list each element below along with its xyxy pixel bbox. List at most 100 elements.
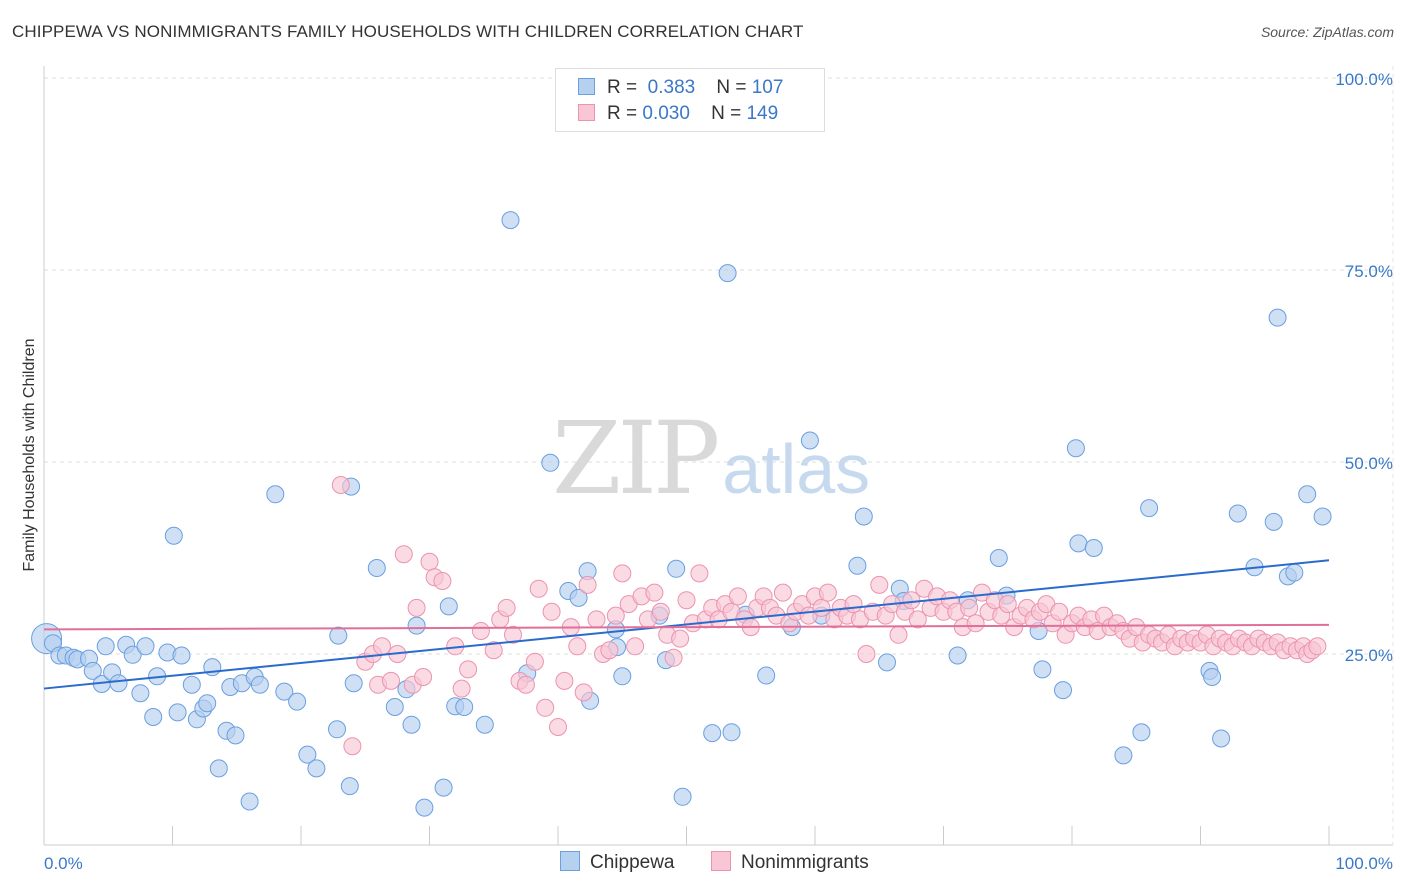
axes bbox=[43, 66, 1394, 846]
nonimmigrants-point bbox=[773, 583, 792, 602]
chippewa-point bbox=[182, 675, 201, 694]
chippewa-point bbox=[800, 431, 819, 450]
chippewa-point bbox=[948, 646, 967, 665]
chippewa-point bbox=[209, 759, 228, 778]
chippewa-point bbox=[989, 549, 1008, 567]
nonimmigrants-point bbox=[600, 641, 619, 660]
nonimmigrants-point bbox=[626, 637, 645, 656]
chippewa-point bbox=[328, 720, 346, 739]
chippewa-point bbox=[385, 698, 404, 716]
nonimmigrants-point bbox=[542, 602, 561, 621]
chippewa-point bbox=[613, 667, 632, 686]
chippewa-point bbox=[501, 211, 520, 230]
nonimmigrants-point bbox=[1050, 602, 1069, 621]
chippewa-point bbox=[367, 559, 386, 577]
nonimmigrants-point bbox=[818, 583, 837, 602]
chippewa-point bbox=[569, 588, 588, 607]
chippewa-point bbox=[131, 684, 150, 703]
bottom-legend-label-chippewa: Chippewa bbox=[590, 852, 675, 873]
chippewa-point bbox=[198, 694, 217, 713]
nonimmigrants-point bbox=[529, 579, 548, 598]
nonimmigrants-point bbox=[484, 641, 503, 660]
legend-n-label: N = bbox=[711, 103, 742, 124]
chippewa-trend-line bbox=[43, 559, 1330, 690]
nonimmigrants-point bbox=[343, 737, 362, 756]
legend-n-value-nonimmigrants: 149 bbox=[746, 103, 779, 124]
nonimmigrants-point bbox=[870, 575, 889, 594]
chippewa-point bbox=[96, 637, 115, 656]
chippewa-point bbox=[673, 787, 692, 806]
nonimmigrants-point bbox=[568, 637, 587, 656]
chippewa-point bbox=[136, 637, 155, 656]
grid-lines bbox=[44, 77, 1393, 655]
chippewa-point bbox=[168, 703, 187, 722]
nonimmigrants-point bbox=[690, 564, 709, 583]
nonimmigrants-point bbox=[664, 648, 683, 667]
legend-n-label: N = bbox=[716, 77, 747, 98]
legend-r-label: R = bbox=[607, 103, 638, 124]
tick-labels: 25.0% 50.0% 75.0% 100.0% 0.0% 100.0% bbox=[44, 70, 1393, 873]
chippewa-point bbox=[455, 698, 474, 716]
legend-n-value-chippewa: 107 bbox=[751, 77, 784, 98]
nonimmigrants-point bbox=[420, 552, 439, 571]
chippewa-point bbox=[275, 682, 294, 701]
source-label: Source: ZipAtlas.com bbox=[1260, 24, 1394, 40]
nonimmigrants-point bbox=[966, 614, 985, 633]
nonimmigrants-point bbox=[471, 622, 490, 640]
chippewa-point bbox=[109, 674, 128, 693]
nonimmigrants-point bbox=[998, 595, 1017, 614]
trend-lines bbox=[43, 559, 1330, 690]
chippewa-point bbox=[250, 675, 269, 694]
chippewa-point bbox=[703, 724, 722, 743]
x-tick-label: 0.0% bbox=[44, 854, 83, 873]
nonimmigrants-point bbox=[606, 606, 625, 625]
nonimmigrants-point bbox=[536, 698, 555, 717]
chippewa-point bbox=[329, 626, 348, 645]
nonimmigrants-point bbox=[908, 610, 927, 629]
nonimmigrants-point bbox=[516, 675, 535, 694]
chippewa-point bbox=[541, 453, 560, 472]
chippewa-point bbox=[1069, 534, 1088, 553]
chippewa-point bbox=[1140, 499, 1159, 518]
bottom-legend-nonimmigrants: Nonimmigrants bbox=[711, 851, 869, 874]
chippewa-point bbox=[1228, 504, 1247, 523]
chippewa-point bbox=[83, 661, 102, 680]
chippewa-point bbox=[1313, 507, 1332, 526]
chippewa-point bbox=[439, 597, 458, 616]
legend-box: R = 0.383 N = 107 R = 0.030 N = 149 bbox=[555, 68, 825, 132]
chippewa-point bbox=[434, 778, 453, 797]
legend-r-value-nonimmigrants: 0.030 bbox=[642, 103, 690, 124]
legend-swatch-nonimmigrants bbox=[578, 104, 595, 121]
bottom-legend-label-nonimmigrants: Nonimmigrants bbox=[741, 852, 869, 873]
chippewa-point bbox=[475, 715, 494, 734]
nonimmigrants-point bbox=[651, 602, 670, 621]
nonimmigrants-point bbox=[407, 598, 426, 617]
nonimmigrants-point bbox=[578, 575, 597, 594]
legend-r-label: R = bbox=[607, 77, 638, 98]
nonimmigrants-point bbox=[677, 591, 696, 610]
bottom-legend-chippewa: Chippewa bbox=[560, 851, 675, 874]
nonimmigrants-point bbox=[497, 598, 516, 617]
chippewa-point bbox=[1054, 681, 1072, 700]
watermark-atlas: atlas bbox=[722, 430, 871, 508]
chippewa-point bbox=[298, 745, 317, 764]
chippewa-point bbox=[1285, 563, 1304, 582]
nonimmigrants-point bbox=[960, 598, 979, 617]
nonimmigrants-point bbox=[857, 645, 876, 663]
nonimmigrants-point bbox=[613, 564, 632, 583]
legend-swatch-chippewa bbox=[578, 78, 595, 95]
chippewa-point bbox=[718, 264, 737, 283]
nonimmigrants-point bbox=[459, 660, 478, 679]
chippewa-point bbox=[1066, 439, 1085, 458]
nonimmigrants-point bbox=[555, 671, 574, 690]
nonimmigrants-point bbox=[414, 668, 433, 686]
chippewa-point bbox=[1132, 723, 1151, 742]
nonimmigrants-point bbox=[504, 625, 522, 644]
bottom-legend-swatch-chippewa bbox=[560, 851, 580, 871]
chippewa-point bbox=[854, 507, 873, 526]
watermark: ZIPatlas bbox=[552, 400, 870, 517]
nonimmigrants-point bbox=[671, 629, 690, 648]
chippewa-point bbox=[226, 726, 245, 745]
chippewa-point bbox=[172, 646, 191, 665]
